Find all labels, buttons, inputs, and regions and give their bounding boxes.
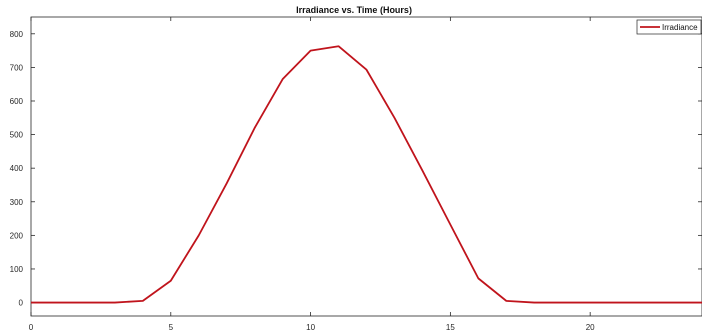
legend-box bbox=[636, 19, 702, 35]
y-tick-label: 400 bbox=[10, 164, 24, 173]
legend: Irradiance bbox=[636, 19, 702, 35]
y-tick-label: 500 bbox=[10, 131, 24, 140]
y-tick-label: 700 bbox=[10, 63, 24, 72]
chart-title: Irradiance vs. Time (Hours) bbox=[296, 5, 412, 15]
x-axis: 0 5 10 15 20 bbox=[29, 17, 595, 332]
x-tick-label: 5 bbox=[169, 323, 174, 332]
y-tick-label: 800 bbox=[10, 30, 24, 39]
y-tick-label: 100 bbox=[10, 265, 24, 274]
y-tick-label: 0 bbox=[19, 299, 24, 308]
y-tick-label: 300 bbox=[10, 198, 24, 207]
legend-label: Irradiance bbox=[662, 23, 698, 32]
x-tick-label: 0 bbox=[29, 323, 34, 332]
x-tick-label: 20 bbox=[586, 323, 595, 332]
y-tick-label: 200 bbox=[10, 231, 24, 240]
y-tick-label: 600 bbox=[10, 97, 24, 106]
plot-area bbox=[30, 16, 702, 317]
x-tick-label: 15 bbox=[446, 323, 455, 332]
x-tick-label: 10 bbox=[306, 323, 315, 332]
